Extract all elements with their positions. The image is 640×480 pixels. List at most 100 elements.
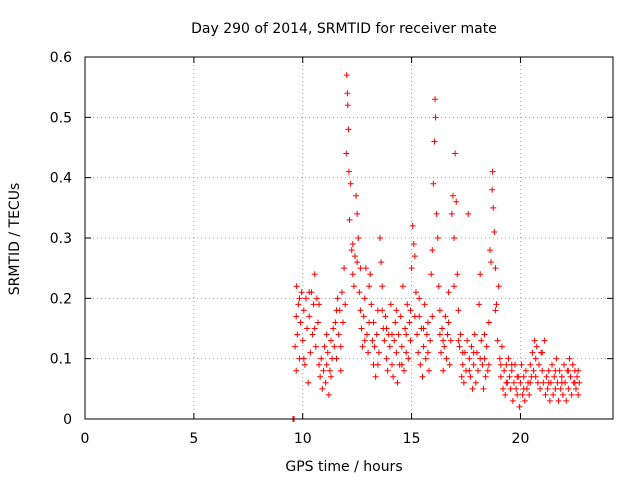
- data-point: [416, 295, 423, 302]
- data-point: [302, 295, 309, 302]
- data-point: [419, 373, 426, 380]
- chart-title: Day 290 of 2014, SRMTID for receiver mat…: [191, 21, 497, 37]
- data-point: [389, 331, 396, 338]
- data-point: [531, 337, 538, 344]
- data-point: [389, 361, 396, 368]
- data-point: [534, 379, 541, 386]
- y-tick-label: 0.2: [50, 291, 72, 307]
- y-axis-label: SRMTID / TECUs: [7, 183, 23, 296]
- data-point: [466, 355, 473, 362]
- data-point: [451, 283, 458, 290]
- data-point: [467, 373, 474, 380]
- data-point: [409, 222, 416, 229]
- data-point: [313, 295, 320, 302]
- data-point: [481, 331, 488, 338]
- data-point: [498, 343, 505, 350]
- data-point: [344, 90, 351, 97]
- data-point: [445, 319, 452, 326]
- data-point: [447, 337, 454, 344]
- y-tick-label: 0.3: [50, 231, 72, 247]
- data-point: [375, 349, 382, 356]
- data-point: [453, 198, 460, 205]
- data-point: [460, 379, 467, 386]
- data-point: [344, 102, 351, 109]
- data-point: [411, 313, 418, 320]
- x-tick-label: 10: [294, 431, 312, 447]
- data-point: [470, 361, 477, 368]
- data-point: [557, 385, 564, 392]
- data-point: [395, 331, 402, 338]
- data-point: [412, 289, 419, 296]
- data-point: [348, 247, 355, 254]
- data-point: [345, 168, 352, 175]
- data-point: [527, 361, 534, 368]
- data-point: [305, 379, 312, 386]
- data-point: [506, 373, 513, 380]
- data-point: [400, 367, 407, 374]
- data-point: [446, 361, 453, 368]
- data-point: [349, 241, 356, 248]
- data-point: [355, 235, 362, 241]
- data-point: [357, 307, 364, 314]
- data-point: [316, 361, 323, 368]
- data-point: [555, 397, 562, 404]
- data-point: [491, 228, 498, 235]
- data-point: [454, 271, 461, 278]
- data-point: [479, 361, 486, 368]
- data-point: [485, 361, 492, 368]
- data-point: [360, 313, 367, 320]
- data-point: [379, 283, 386, 290]
- data-point: [328, 337, 335, 344]
- data-point: [480, 385, 487, 392]
- data-point: [402, 325, 409, 332]
- data-point: [469, 385, 476, 392]
- data-point: [440, 337, 447, 344]
- data-point: [484, 367, 491, 374]
- data-point: [337, 367, 344, 374]
- data-point: [497, 361, 504, 368]
- data-point: [309, 331, 316, 338]
- data-point: [482, 373, 489, 380]
- data-point: [452, 150, 459, 157]
- data-point: [363, 331, 370, 338]
- data-point: [489, 168, 496, 175]
- data-point: [451, 235, 458, 241]
- data-point: [333, 307, 340, 314]
- data-point: [321, 343, 328, 350]
- data-point: [448, 210, 455, 217]
- data-point: [404, 301, 411, 308]
- data-point: [563, 397, 570, 404]
- data-point: [390, 373, 397, 380]
- data-point: [545, 367, 552, 374]
- x-tick-label: 5: [189, 431, 198, 447]
- data-point: [550, 391, 557, 398]
- data-point: [558, 379, 565, 386]
- data-point: [408, 265, 415, 272]
- data-point: [292, 343, 299, 350]
- data-point: [359, 343, 366, 350]
- data-point: [494, 337, 501, 344]
- data-point: [518, 361, 525, 368]
- data-point: [306, 289, 313, 296]
- data-point: [456, 343, 463, 350]
- data-point: [345, 126, 352, 133]
- data-point: [296, 295, 303, 302]
- data-point: [539, 349, 546, 356]
- data-point: [354, 210, 361, 217]
- data-point: [414, 331, 421, 338]
- data-point: [299, 337, 306, 344]
- data-point: [476, 301, 483, 308]
- data-point: [350, 283, 357, 290]
- data-point: [300, 355, 307, 362]
- data-point: [520, 373, 527, 380]
- data-point: [444, 331, 451, 338]
- data-point: [435, 283, 442, 290]
- data-point: [357, 265, 364, 272]
- data-point: [420, 325, 427, 332]
- data-point: [394, 379, 401, 386]
- data-point: [322, 379, 329, 386]
- data-point: [522, 367, 529, 374]
- data-points: [289, 72, 583, 422]
- data-point: [316, 301, 323, 308]
- data-point: [574, 373, 581, 380]
